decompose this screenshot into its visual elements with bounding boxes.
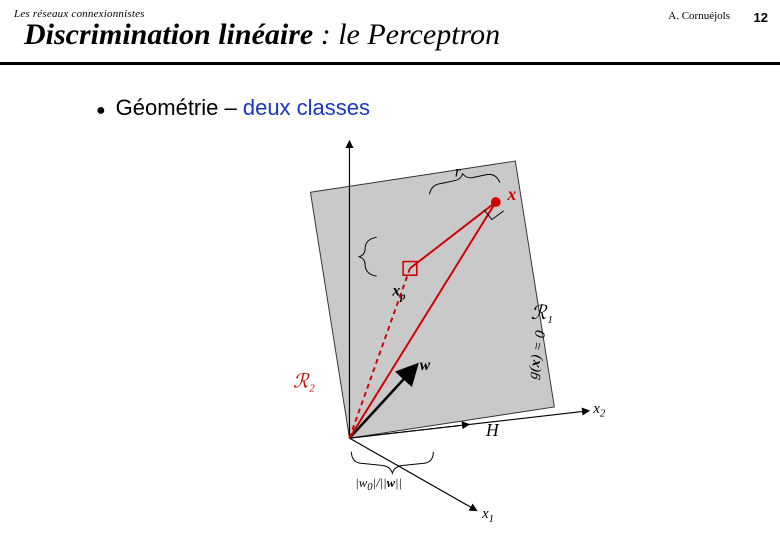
label-w0-over-w: |w0|/||w|| [355, 476, 402, 493]
bullet-text: Géométrie – deux classes [116, 95, 370, 121]
axis-x1 [349, 438, 476, 510]
x-point [491, 197, 501, 207]
label-w: w [420, 357, 431, 374]
label-R1: ℛ1 [531, 303, 553, 326]
slide-body: ● Géométrie – deux classes [0, 65, 780, 524]
label-x2: x2 [592, 401, 606, 420]
label-x: x [507, 184, 517, 204]
hyperplane-plane [310, 161, 554, 438]
bullet-line: ● Géométrie – deux classes [96, 95, 720, 122]
slide-title: Discrimination linéaire : le Perceptron [14, 18, 766, 52]
bullet-dot-icon: ● [96, 100, 106, 122]
page-number: 12 [754, 10, 768, 25]
bullet-main: Géométrie – [116, 95, 243, 120]
label-R2: ℛ2 [293, 371, 316, 394]
title-rest: : le Perceptron [313, 18, 500, 51]
perceptron-geometry-figure: x xp r ℛ1 ℛ2 w H g(x) = 0 x1 x2 |w0|/||w… [198, 124, 618, 524]
bullet-emph: deux classes [243, 95, 370, 120]
label-r: r [455, 164, 462, 181]
label-H: H [485, 420, 500, 440]
title-main: Discrimination linéaire [24, 18, 313, 51]
slide-header: Les réseaux connexionnistes A. Cornuéjol… [0, 0, 780, 56]
figure-wrap: x xp r ℛ1 ℛ2 w H g(x) = 0 x1 x2 |w0|/||w… [96, 124, 720, 524]
label-x1: x1 [481, 506, 494, 524]
author-label: A. Cornuéjols [668, 10, 730, 22]
